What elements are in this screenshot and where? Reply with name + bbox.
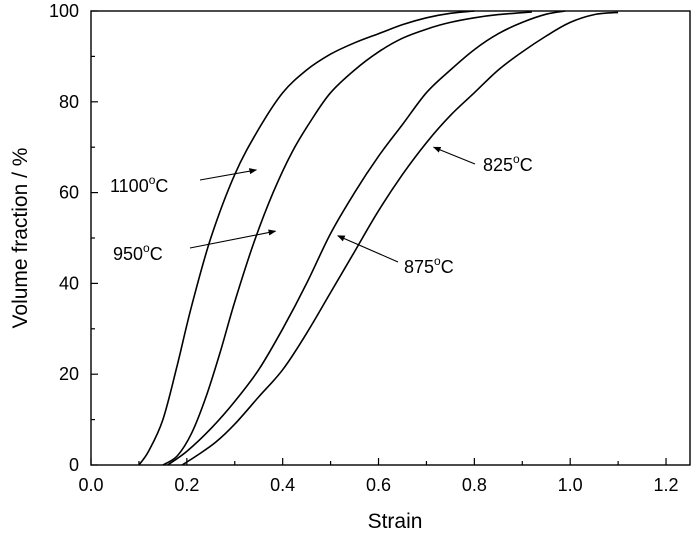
y-tick-label: 20 bbox=[59, 364, 79, 384]
annotation-label: 1100oC bbox=[110, 173, 168, 196]
series-line-2 bbox=[167, 10, 566, 466]
annotation-label: 875oC bbox=[404, 254, 454, 277]
annotation-arrow bbox=[189, 229, 277, 249]
y-tick-label: 100 bbox=[49, 1, 79, 21]
y-tick-label: 80 bbox=[59, 92, 79, 112]
y-tick-label: 40 bbox=[59, 273, 79, 293]
series-line-3 bbox=[181, 11, 619, 466]
annotation-arrow bbox=[199, 168, 258, 181]
y-axis-tick-labels: 0 20 40 60 80 100 bbox=[49, 1, 79, 475]
plot-frame bbox=[90, 10, 691, 466]
x-tick-label: 0.0 bbox=[78, 475, 103, 495]
x-axis-title: Strain bbox=[368, 510, 423, 533]
y-tick-label: 0 bbox=[69, 455, 79, 475]
x-tick-label: 0.6 bbox=[366, 475, 391, 495]
x-axis-ticks bbox=[90, 458, 667, 465]
y-axis-title: Volume fraction / % bbox=[9, 148, 32, 329]
series-line-0 bbox=[138, 10, 475, 466]
annotation-arrow bbox=[432, 146, 476, 165]
annotation-arrow bbox=[337, 235, 399, 263]
y-tick-label: 60 bbox=[59, 183, 79, 203]
series-lines bbox=[138, 10, 619, 466]
series-line-1 bbox=[162, 11, 532, 466]
curve-annotations: 1100oC 950oC 875oC 825oC bbox=[110, 146, 533, 277]
x-tick-label: 0.8 bbox=[462, 475, 487, 495]
x-tick-label: 0.2 bbox=[174, 475, 199, 495]
y-axis-ticks bbox=[91, 10, 98, 466]
x-tick-label: 0.4 bbox=[270, 475, 295, 495]
x-axis-tick-labels: 0.0 0.2 0.4 0.6 0.8 1.0 1.2 bbox=[78, 475, 678, 495]
x-tick-label: 1.0 bbox=[558, 475, 583, 495]
annotation-label: 950oC bbox=[113, 241, 163, 264]
annotation-label: 825oC bbox=[483, 152, 533, 175]
x-tick-label: 1.2 bbox=[654, 475, 679, 495]
